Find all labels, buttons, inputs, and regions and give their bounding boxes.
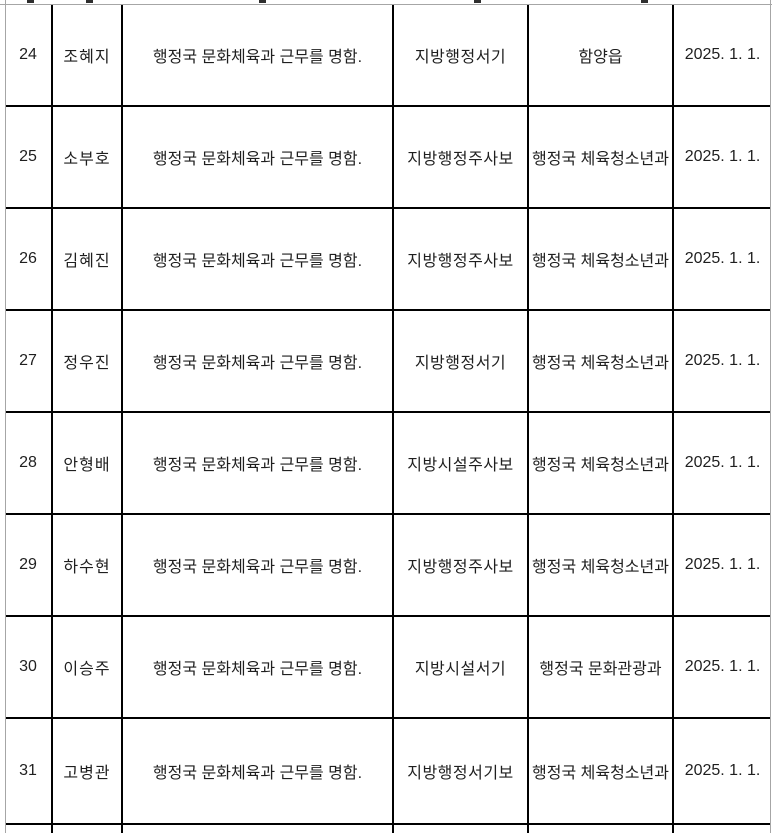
page-cut-line-right — [770, 0, 771, 833]
cell-no: 31 — [4, 717, 53, 825]
cell-no: 26 — [4, 207, 53, 311]
cell-name: 소부호 — [51, 105, 123, 209]
cell-name: 김혜진 — [51, 207, 123, 311]
cell-rank: 지방행정주사보 — [392, 513, 529, 617]
table-row: 29 하수현 행정국 문화체육과 근무를 명함. 지방행정주사보 행정국 체육청… — [4, 513, 772, 617]
cell-department: 행정국 체육청소년과 — [527, 411, 674, 515]
cell-name: 조혜지 — [51, 4, 123, 107]
cell-rank: 지방행정서기보 — [392, 717, 529, 825]
cell-date: 2025. 1. 1. — [672, 717, 772, 825]
cell-no: 28 — [4, 411, 53, 515]
clipped-row-fragment — [474, 0, 481, 3]
page-cut-line-left — [5, 0, 6, 833]
cell-no: 30 — [4, 615, 53, 719]
cell-no: 27 — [4, 309, 53, 413]
cell-assignment: 행정국 문화체육과 근무를 명함. — [121, 105, 394, 209]
cell-department: 행정국 체육청소년과 — [527, 717, 674, 825]
cell-department: 행정국 체육청소년과 — [527, 309, 674, 413]
cell-name: 고병관 — [51, 717, 123, 825]
cell-assignment: 행정국 문화체육과 근무를 명함. — [121, 309, 394, 413]
cell-name: 이승주 — [51, 615, 123, 719]
cell-name — [51, 823, 123, 833]
clipped-row-fragment — [27, 0, 34, 3]
cell-assignment: 행정국 문화체육과 근무를 명함. — [121, 207, 394, 311]
cell-department: 행정국 문화관광과 — [527, 615, 674, 719]
table-row: 27 정우진 행정국 문화체육과 근무를 명함. 지방행정서기 행정국 체육청소… — [4, 309, 772, 413]
clipped-row-fragment — [259, 0, 266, 3]
table-row: 28 안형배 행정국 문화체육과 근무를 명함. 지방시설주사보 행정국 체육청… — [4, 411, 772, 515]
cell-rank: 지방시설주사보 — [392, 411, 529, 515]
cell-no: 29 — [4, 513, 53, 617]
cell-no: 25 — [4, 105, 53, 209]
cell-department: 함양읍 — [527, 4, 674, 107]
cell-date: 2025. 1. 1. — [672, 207, 772, 311]
cell-department: 행정국 체육청소년과 — [527, 513, 674, 617]
table-row: 26 김혜진 행정국 문화체육과 근무를 명함. 지방행정주사보 행정국 체육청… — [4, 207, 772, 311]
cell-department: 행정국 체육청소년과 — [527, 207, 674, 311]
table-row: 31 고병관 행정국 문화체육과 근무를 명함. 지방행정서기보 행정국 체육청… — [4, 717, 772, 825]
clipped-row-fragment — [86, 0, 93, 3]
table-row: 30 이승주 행정국 문화체육과 근무를 명함. 지방시설서기 행정국 문화관광… — [4, 615, 772, 719]
cell-rank: 지방시설서기 — [392, 615, 529, 719]
cell-date: 2025. 1. 1. — [672, 4, 772, 107]
table-row: 24 조혜지 행정국 문화체육과 근무를 명함. 지방행정서기 함양읍 2025… — [4, 4, 772, 107]
cell-department — [527, 823, 674, 833]
cell-date: 2025. 1. 1. — [672, 615, 772, 719]
cell-no — [4, 823, 53, 833]
cell-assignment: 행정국 문화체육과 근무를 명함. — [121, 513, 394, 617]
cell-rank: 지방행정주사보 — [392, 105, 529, 209]
cell-rank: 지방행정서기 — [392, 4, 529, 107]
cell-rank: 지방행정서기 — [392, 309, 529, 413]
cell-assignment: 행정국 문화체육과 근무를 명함. — [121, 411, 394, 515]
page-cut-line-top — [0, 4, 772, 5]
personnel-orders-table: 24 조혜지 행정국 문화체육과 근무를 명함. 지방행정서기 함양읍 2025… — [4, 4, 772, 833]
cell-date: 2025. 1. 1. — [672, 513, 772, 617]
cell-name: 하수현 — [51, 513, 123, 617]
cell-rank: 지방행정주사보 — [392, 207, 529, 311]
cell-assignment — [121, 823, 394, 833]
cell-date: 2025. 1. 1. — [672, 105, 772, 209]
cell-no: 24 — [4, 4, 53, 107]
clipped-row-fragment — [641, 0, 648, 3]
table-row-clipped — [4, 823, 772, 833]
cell-assignment: 행정국 문화체육과 근무를 명함. — [121, 615, 394, 719]
cell-date: 2025. 1. 1. — [672, 411, 772, 515]
cell-date — [672, 823, 772, 833]
cell-assignment: 행정국 문화체육과 근무를 명함. — [121, 717, 394, 825]
cell-rank — [392, 823, 529, 833]
cell-name: 정우진 — [51, 309, 123, 413]
cell-name: 안형배 — [51, 411, 123, 515]
cell-date: 2025. 1. 1. — [672, 309, 772, 413]
cell-department: 행정국 체육청소년과 — [527, 105, 674, 209]
cell-assignment: 행정국 문화체육과 근무를 명함. — [121, 4, 394, 107]
table-row: 25 소부호 행정국 문화체육과 근무를 명함. 지방행정주사보 행정국 체육청… — [4, 105, 772, 209]
